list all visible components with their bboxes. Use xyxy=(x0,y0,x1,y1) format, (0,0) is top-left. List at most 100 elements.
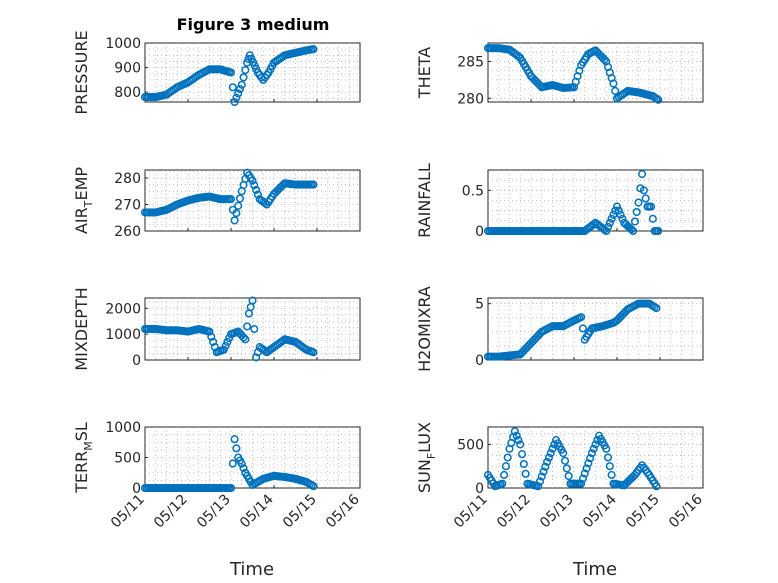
data-point xyxy=(534,482,543,491)
data-point xyxy=(600,55,609,64)
data-point xyxy=(241,335,250,344)
data-point xyxy=(582,464,591,473)
data-point xyxy=(627,225,636,234)
x-tick-label: 05/11 xyxy=(451,492,491,532)
x-tick-label: 05/16 xyxy=(323,491,363,531)
subplot-sun-flux: 0 500 05/11 05/12 05/13 05/14 05/15 05/16 SUNFLU… xyxy=(415,422,706,531)
data-point xyxy=(232,93,241,102)
y-tick-label: 500 xyxy=(114,451,141,467)
y-tick-label: 500 xyxy=(457,437,484,453)
series-mixdepth xyxy=(141,296,318,362)
data-point xyxy=(602,226,611,235)
data-point xyxy=(639,186,648,195)
subplot-mixdepth: 0 1000 2000 MIXDEPTH xyxy=(72,287,361,371)
y-tick-label: 1000 xyxy=(105,420,141,436)
data-point xyxy=(541,462,550,471)
y-tick-label: 5 xyxy=(475,297,484,313)
subplot-pressure: 800 900 1000 PRESSURE xyxy=(72,30,361,115)
y-tick-label: 270 xyxy=(114,197,141,213)
y-tick-label: 900 xyxy=(114,61,141,77)
data-point xyxy=(239,464,248,473)
data-point xyxy=(241,65,250,75)
data-point xyxy=(503,453,512,462)
data-point xyxy=(207,332,216,341)
data-point xyxy=(230,97,239,106)
data-point xyxy=(239,73,248,82)
subplot-grid: 800 900 1000 PRESSURE 280 285 THETA 260 270 280 AI… xyxy=(72,30,706,531)
data-point xyxy=(237,459,246,468)
x-tick-label: 05/12 xyxy=(151,492,191,532)
data-point xyxy=(219,345,228,354)
data-point xyxy=(248,296,257,305)
data-point xyxy=(578,474,588,483)
y-tick-label: 0 xyxy=(475,481,484,497)
y-axis-label: MIXDEPTH xyxy=(72,287,91,370)
data-point xyxy=(607,470,616,479)
data-point xyxy=(618,214,627,223)
data-point xyxy=(234,89,243,98)
x-axis-label-right: Time xyxy=(572,559,617,580)
data-point xyxy=(591,440,600,449)
data-point xyxy=(603,453,613,462)
data-point xyxy=(544,453,553,462)
data-point xyxy=(559,449,568,458)
data-point xyxy=(629,226,638,235)
y-tick-label: 0 xyxy=(132,353,141,369)
x-tick-label: 05/15 xyxy=(623,492,663,532)
series-h2omixra xyxy=(484,299,661,361)
data-point xyxy=(223,337,232,346)
data-point xyxy=(521,469,530,478)
data-point xyxy=(607,214,616,223)
data-point xyxy=(232,444,241,453)
y-tick-label: 0 xyxy=(132,481,141,497)
data-point xyxy=(564,471,573,481)
data-point xyxy=(260,346,270,356)
data-point xyxy=(514,436,523,445)
data-point xyxy=(648,214,657,223)
data-point xyxy=(228,459,237,468)
data-point xyxy=(309,482,318,491)
data-point xyxy=(614,206,623,215)
data-point xyxy=(638,170,647,179)
data-point xyxy=(605,462,614,471)
data-point xyxy=(584,459,593,468)
data-point xyxy=(512,431,521,440)
data-point xyxy=(260,199,270,208)
y-tick-label: 1000 xyxy=(105,327,141,343)
data-point xyxy=(519,459,528,469)
data-point xyxy=(562,464,571,473)
data-point xyxy=(611,86,620,95)
data-point xyxy=(586,454,595,463)
data-point xyxy=(577,479,586,488)
y-axis-label: H2OMIXRA xyxy=(415,286,434,372)
data-point xyxy=(209,337,218,346)
data-point xyxy=(239,333,248,342)
data-point xyxy=(535,477,545,486)
data-point xyxy=(612,202,622,211)
data-point xyxy=(517,450,527,459)
data-point xyxy=(235,194,245,203)
data-point xyxy=(309,180,318,189)
subplot-terr-msl: 0 500 1000 05/11 05/12 05/13 05/14 05/15 05/16 TE… xyxy=(72,420,363,531)
y-tick-label: 0.5 xyxy=(462,183,484,199)
subplot-h2omixra: 0 5 H2OMIXRA xyxy=(415,286,704,372)
data-point xyxy=(654,95,663,104)
x-tick-label: 05/14 xyxy=(580,491,620,531)
data-point xyxy=(654,226,663,235)
data-point xyxy=(501,462,510,471)
data-point xyxy=(205,327,214,336)
data-point xyxy=(234,201,243,210)
data-point xyxy=(602,444,611,453)
data-point xyxy=(634,198,643,207)
x-tick-label: 05/13 xyxy=(537,492,577,532)
subplot-air-temp: 260 270 280 AIRTEMP xyxy=(72,167,361,240)
data-point xyxy=(248,176,257,185)
data-point xyxy=(609,79,618,88)
y-axis-label: PRESSURE xyxy=(72,30,91,114)
y-tick-label: 2000 xyxy=(105,301,141,317)
data-point xyxy=(228,83,237,92)
data-point xyxy=(226,195,236,204)
data-point xyxy=(252,185,261,194)
data-point xyxy=(543,457,552,466)
figure-title: Figure 3 medium xyxy=(177,15,330,34)
